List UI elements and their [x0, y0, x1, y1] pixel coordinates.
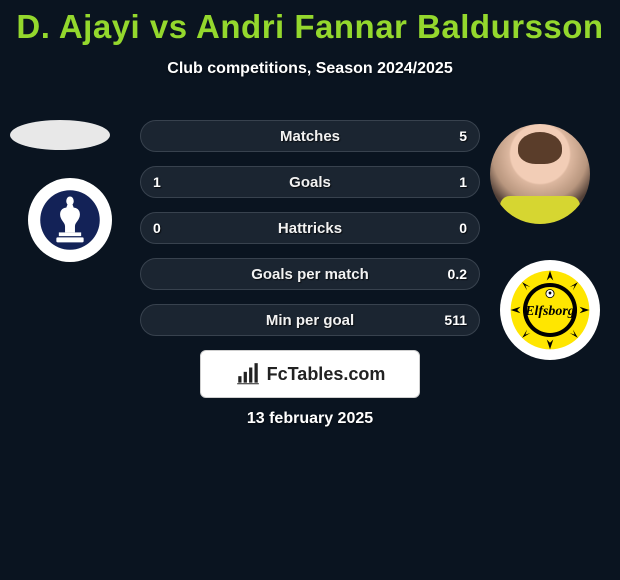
player-left-avatar — [10, 120, 110, 150]
stat-right-value: 1 — [459, 174, 467, 190]
stat-row: Goals per match 0.2 — [140, 258, 480, 290]
stat-right-value: 511 — [444, 312, 467, 328]
stat-label: Goals per match — [251, 266, 369, 283]
club-right-badge: Elfsborg — [500, 260, 600, 360]
brand-text: FcTables.com — [267, 364, 386, 385]
club-left-badge — [28, 178, 112, 262]
stat-label: Hattricks — [278, 220, 342, 237]
stat-row: Matches 5 — [140, 120, 480, 152]
stat-row: 0 Hattricks 0 — [140, 212, 480, 244]
bar-chart-icon — [235, 361, 261, 387]
tottenham-crest-icon — [39, 189, 101, 251]
stat-label: Matches — [280, 128, 340, 145]
stats-table: Matches 5 1 Goals 1 0 Hattricks 0 Goals … — [140, 120, 480, 350]
stat-right-value: 0.2 — [448, 266, 467, 282]
player-right-avatar — [490, 124, 590, 224]
stat-right-value: 0 — [459, 220, 467, 236]
stat-right-value: 5 — [459, 128, 467, 144]
stat-label: Goals — [289, 174, 331, 191]
footer-date: 13 february 2025 — [0, 410, 620, 428]
page-subtitle: Club competitions, Season 2024/2025 — [0, 60, 620, 78]
page-title: D. Ajayi vs Andri Fannar Baldursson — [0, 0, 620, 46]
brand-badge: FcTables.com — [200, 350, 420, 398]
stat-left-value: 0 — [153, 220, 161, 236]
elfsborg-crest-icon: Elfsborg — [509, 269, 591, 351]
stat-left-value: 1 — [153, 174, 161, 190]
stat-label: Min per goal — [266, 312, 354, 329]
stat-row: 1 Goals 1 — [140, 166, 480, 198]
stat-row: Min per goal 511 — [140, 304, 480, 336]
svg-text:Elfsborg: Elfsborg — [524, 304, 575, 319]
